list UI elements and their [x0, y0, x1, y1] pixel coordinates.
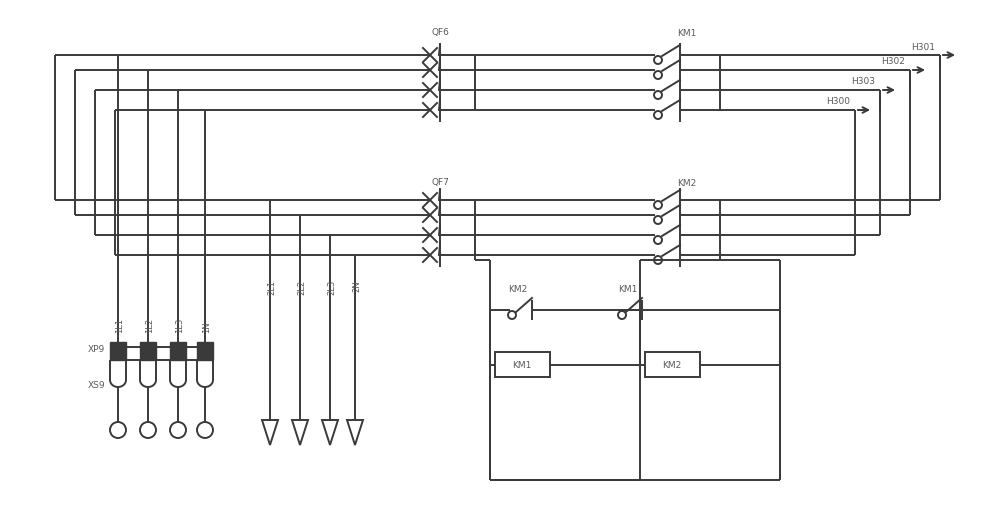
- Bar: [495, 352, 550, 377]
- Text: H303: H303: [851, 77, 875, 86]
- Text: KM2: KM2: [677, 179, 697, 188]
- Text: KM1: KM1: [618, 286, 638, 295]
- Text: 1L2: 1L2: [146, 318, 154, 333]
- Bar: [140, 342, 156, 360]
- Text: QF7: QF7: [431, 179, 449, 188]
- Text: 2L1: 2L1: [268, 280, 276, 295]
- Bar: [170, 342, 186, 360]
- Text: KM1: KM1: [512, 360, 532, 369]
- Text: KM2: KM2: [508, 286, 528, 295]
- Text: 1L3: 1L3: [176, 318, 184, 333]
- Text: H301: H301: [911, 42, 935, 51]
- Text: QF6: QF6: [431, 29, 449, 38]
- Text: 1L1: 1L1: [116, 318, 124, 333]
- Text: KM1: KM1: [677, 29, 697, 38]
- Text: 1N: 1N: [202, 321, 212, 333]
- Bar: [110, 342, 126, 360]
- Text: 2L3: 2L3: [328, 280, 336, 295]
- Text: H302: H302: [881, 57, 905, 66]
- Text: 2L2: 2L2: [298, 280, 306, 295]
- Text: XP9: XP9: [88, 346, 105, 355]
- Text: H300: H300: [826, 98, 850, 107]
- Text: 2N: 2N: [352, 280, 362, 292]
- Text: KM2: KM2: [662, 360, 682, 369]
- Bar: [645, 352, 700, 377]
- Bar: [197, 342, 213, 360]
- Text: XS9: XS9: [87, 381, 105, 390]
